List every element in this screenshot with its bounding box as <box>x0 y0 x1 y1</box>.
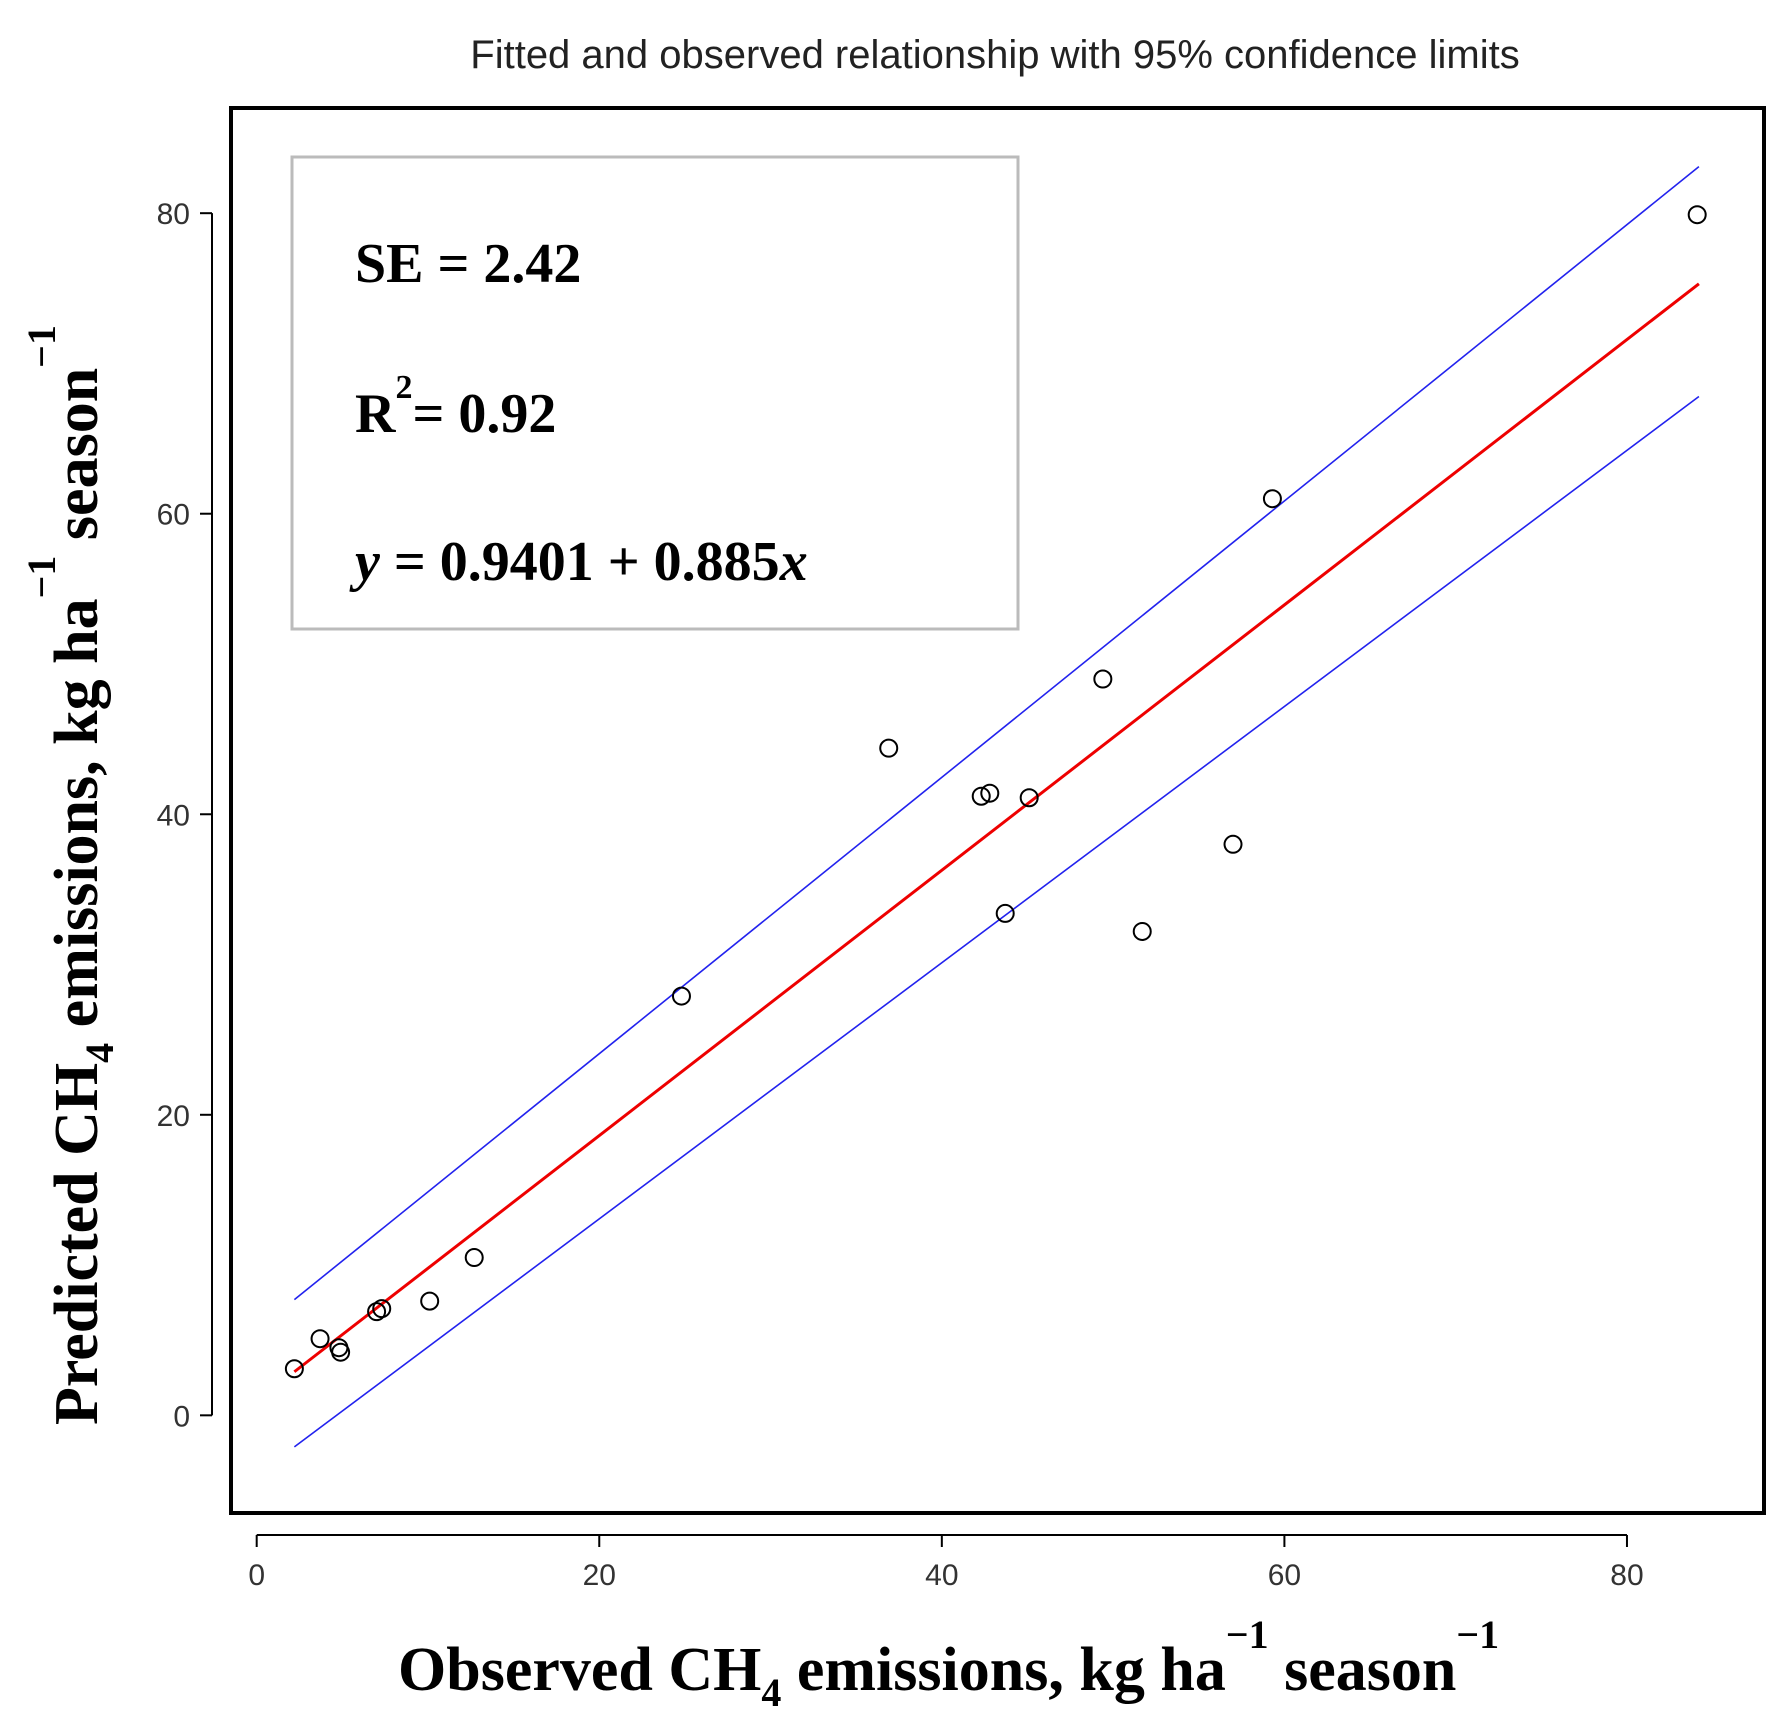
y-tick-label: 0 <box>173 1400 190 1433</box>
y-label-sup2: −1 <box>19 325 64 368</box>
x-label-sub: 4 <box>761 1670 781 1715</box>
stats-r2-prefix: R <box>355 383 396 445</box>
x-axis: 0 20 40 60 80 <box>248 1534 1644 1592</box>
y-tick-label: 40 <box>157 799 190 832</box>
data-points <box>284 205 1707 1379</box>
fit-lines <box>293 165 1700 1448</box>
y-axis: 0 20 40 60 80 <box>157 198 213 1433</box>
plot-frame <box>229 106 1766 1515</box>
data-point <box>879 738 899 758</box>
stats-r2: R2= 0.92 <box>355 369 556 445</box>
data-point <box>420 1291 440 1311</box>
stats-r2-value: = 0.92 <box>412 383 556 445</box>
data-point <box>980 783 1000 803</box>
stats-eq-x: x <box>779 531 808 593</box>
data-point <box>310 1329 330 1349</box>
x-tick-label: 40 <box>925 1559 958 1592</box>
y-label-rest2: season <box>43 368 111 556</box>
y-tick-label: 80 <box>157 198 190 231</box>
fit-line <box>293 282 1700 1373</box>
data-point <box>671 986 691 1006</box>
data-point <box>1687 205 1707 225</box>
data-point <box>331 1342 351 1362</box>
x-label-rest: emissions, kg ha <box>781 1636 1225 1704</box>
x-tick-label: 0 <box>248 1559 265 1592</box>
data-point <box>372 1299 392 1319</box>
data-point <box>464 1248 484 1268</box>
x-tick-label: 80 <box>1610 1559 1643 1592</box>
stats-se: SE = 2.42 <box>355 233 581 295</box>
x-label-sup2: −1 <box>1456 1612 1499 1657</box>
y-axis-label: Predicted CH4 emissions, kg ha−1 season−… <box>19 325 122 1425</box>
y-label-sub: 4 <box>77 1043 122 1063</box>
data-point <box>284 1359 304 1379</box>
y-label-main: Predicted CH <box>43 1063 111 1425</box>
y-label-rest: emissions, kg ha <box>43 598 111 1042</box>
y-tick-label: 60 <box>157 499 190 532</box>
lower-confidence-line <box>293 395 1700 1448</box>
stats-r2-sup: 2 <box>395 369 412 406</box>
y-label-sup1: −1 <box>19 556 64 599</box>
data-point <box>971 786 991 806</box>
x-tick-label: 20 <box>583 1559 616 1592</box>
data-point <box>1019 788 1039 808</box>
x-axis-label: Observed CH4 emissions, kg ha−1 season−1 <box>398 1612 1499 1715</box>
upper-confidence-line <box>293 165 1700 1301</box>
data-point <box>995 903 1015 923</box>
data-point <box>1132 921 1152 941</box>
y-tick-label: 20 <box>157 1100 190 1133</box>
stats-box <box>290 155 1020 631</box>
chart-title: Fitted and observed relationship with 95… <box>470 33 1519 77</box>
data-point <box>1093 669 1113 689</box>
stats-eq-mid: = 0.9401 + 0.885 <box>380 531 780 593</box>
x-label-rest2: season <box>1269 1636 1457 1704</box>
x-label-main: Observed CH <box>398 1636 761 1704</box>
data-point <box>1223 834 1243 854</box>
x-label-sup1: −1 <box>1226 1612 1269 1657</box>
stats-eq-y: y <box>349 531 381 593</box>
x-tick-label: 60 <box>1268 1559 1301 1592</box>
data-point <box>1262 489 1282 509</box>
stats-equation: y = 0.9401 + 0.885x <box>349 531 808 593</box>
